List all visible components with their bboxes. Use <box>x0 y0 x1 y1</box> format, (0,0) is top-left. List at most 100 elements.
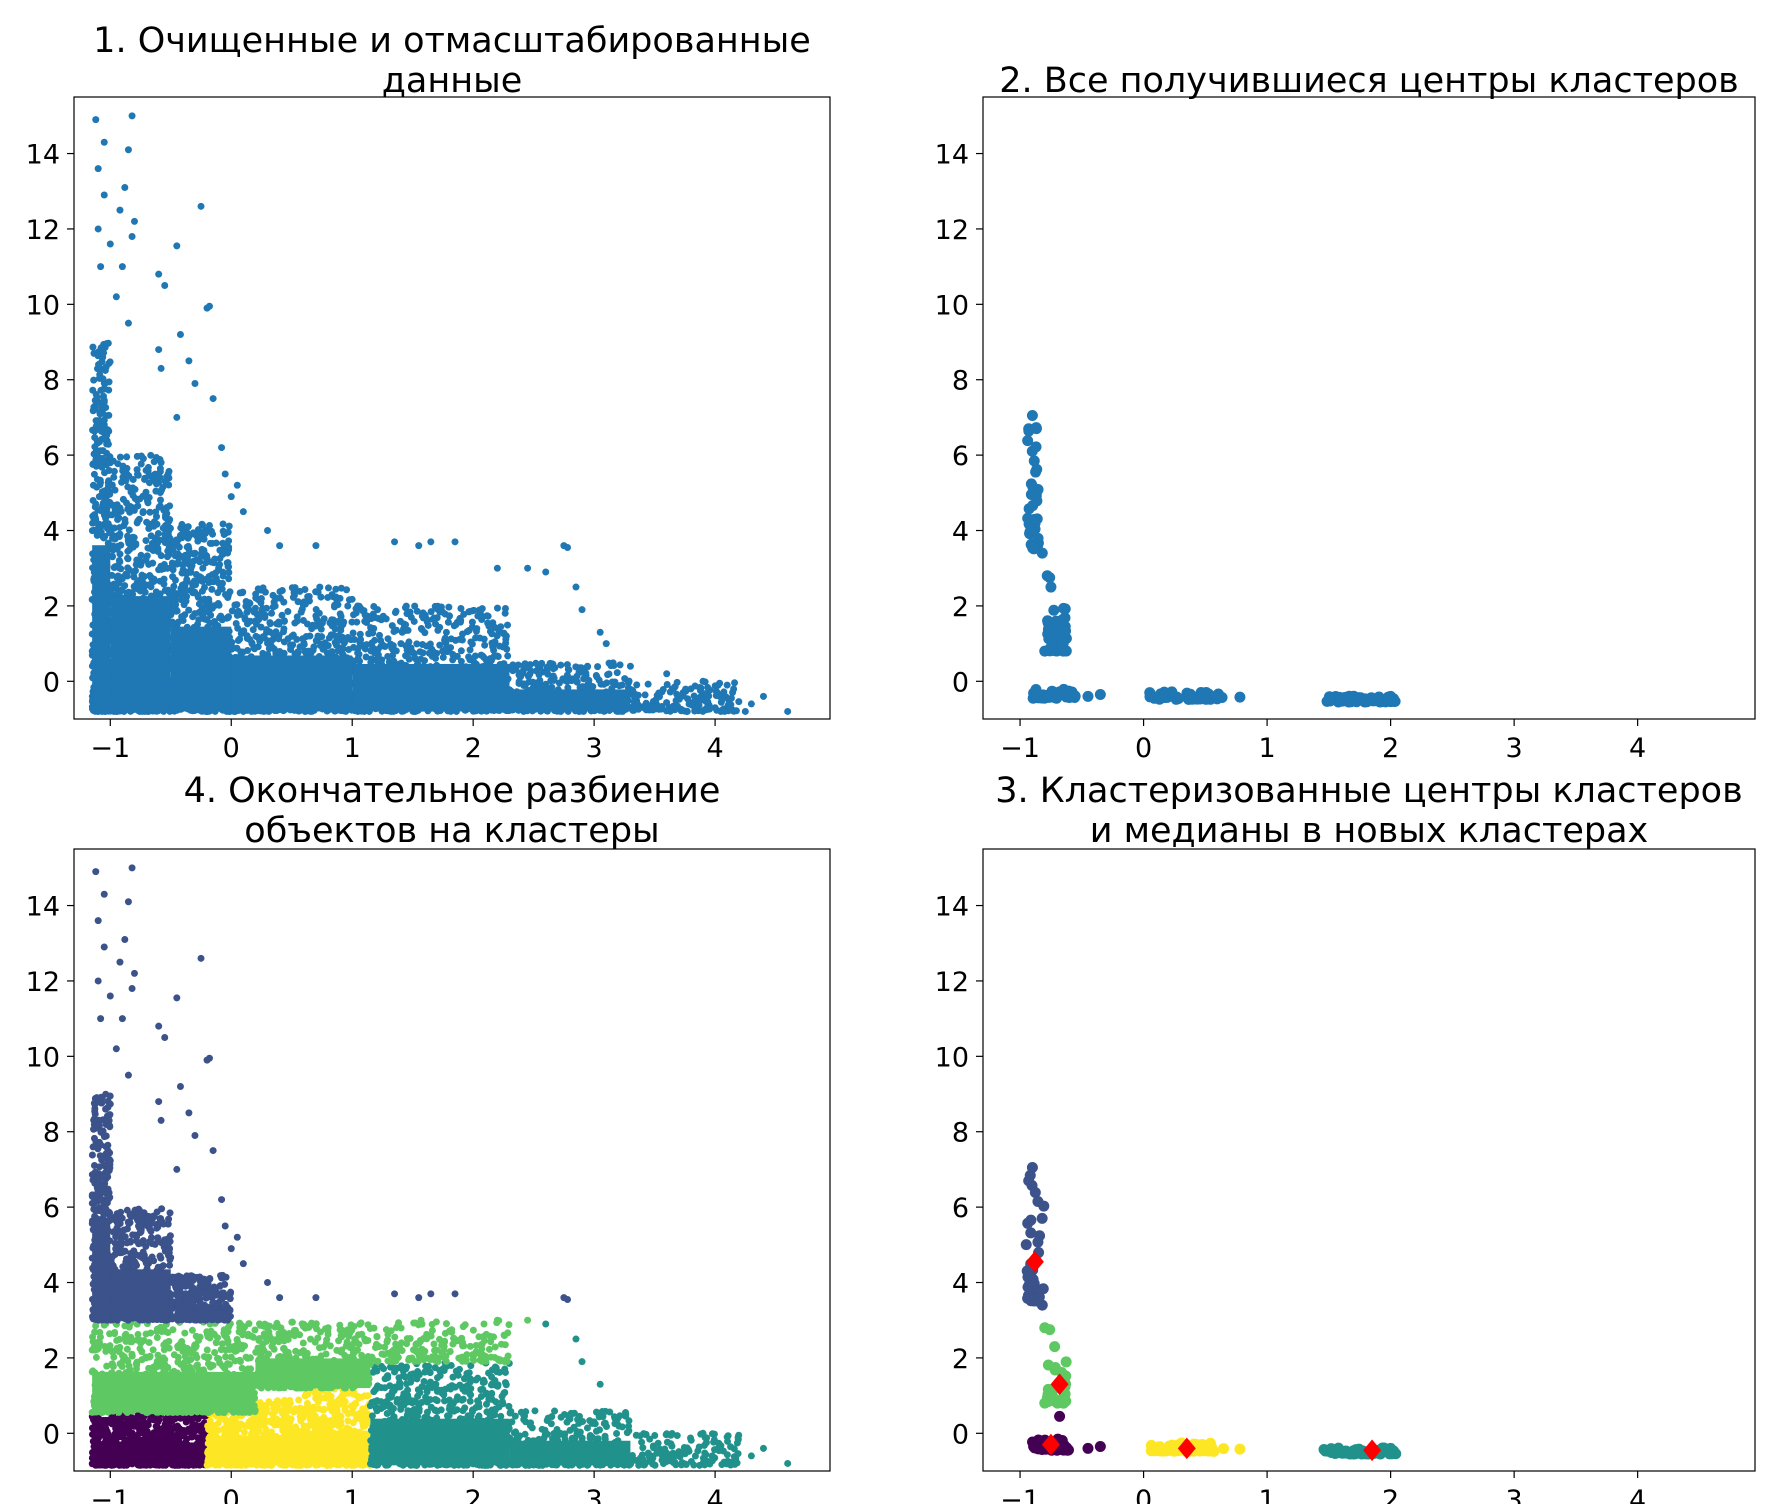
data-point <box>91 1431 98 1438</box>
data-point <box>92 503 99 510</box>
data-point <box>606 660 613 667</box>
data-point <box>135 472 142 479</box>
data-point <box>158 487 165 494</box>
y-tick-label: 4 <box>952 517 969 548</box>
data-point <box>138 453 145 460</box>
data-point <box>191 610 198 617</box>
y-tick-label: 8 <box>43 366 60 397</box>
data-point <box>100 375 107 382</box>
data-point <box>93 423 100 430</box>
data-point <box>240 627 247 634</box>
data-point <box>526 671 533 678</box>
x-tick-label: 3 <box>1506 733 1523 764</box>
data-point <box>731 679 738 686</box>
data-point <box>1196 691 1207 702</box>
y-tick-label: 6 <box>43 441 60 472</box>
data-point <box>470 607 477 614</box>
data-point <box>481 636 488 643</box>
data-point <box>207 540 214 547</box>
data-point <box>516 678 523 685</box>
data-point <box>614 669 621 676</box>
data-point <box>443 629 450 636</box>
x-tick-label: 0 <box>1135 733 1152 764</box>
data-point <box>353 609 360 616</box>
data-point <box>116 531 123 538</box>
data-point <box>405 638 412 645</box>
data-point <box>699 678 706 685</box>
data-point <box>280 599 287 606</box>
data-point <box>162 1421 169 1428</box>
data-point <box>351 636 358 643</box>
data-point <box>479 605 486 612</box>
data-point <box>1082 691 1093 702</box>
series-0 <box>1022 410 1400 707</box>
data-point <box>380 613 387 620</box>
data-point <box>198 203 205 210</box>
data-point <box>354 655 361 662</box>
data-point <box>742 708 749 715</box>
data-point <box>178 596 185 603</box>
data-point <box>473 625 480 632</box>
data-point <box>391 538 398 545</box>
data-point <box>161 282 168 289</box>
data-point <box>174 607 181 614</box>
data-point <box>419 626 426 633</box>
data-point <box>154 545 161 552</box>
data-point <box>237 589 244 596</box>
data-point <box>704 684 711 691</box>
dense-core <box>171 627 231 712</box>
data-point <box>90 406 97 413</box>
data-point <box>91 434 98 441</box>
data-point <box>206 522 213 529</box>
data-point <box>235 609 242 616</box>
data-point <box>98 507 105 514</box>
data-point <box>594 663 601 670</box>
data-point <box>95 225 102 232</box>
data-point <box>1070 691 1081 702</box>
data-point <box>332 626 339 633</box>
data-point <box>494 605 501 612</box>
data-point <box>209 531 216 538</box>
data-point <box>279 612 286 619</box>
data-point <box>712 704 719 711</box>
data-point <box>669 685 676 692</box>
x-tick-label: 1 <box>344 733 361 764</box>
data-point <box>142 537 149 544</box>
data-point <box>158 365 165 372</box>
data-point <box>564 544 571 551</box>
data-point <box>331 602 338 609</box>
data-point <box>593 673 600 680</box>
data-point <box>406 656 413 663</box>
data-point <box>443 645 450 652</box>
data-point <box>419 612 426 619</box>
data-point <box>98 428 105 435</box>
data-point <box>1058 646 1069 657</box>
data-point <box>413 640 420 647</box>
data-point <box>318 626 325 633</box>
data-point <box>129 112 136 119</box>
data-point <box>293 636 300 643</box>
data-point <box>1095 689 1106 700</box>
y-tick-label: 8 <box>952 366 969 397</box>
data-point <box>148 532 155 539</box>
data-point <box>469 619 476 626</box>
data-point <box>119 467 126 474</box>
data-point <box>99 447 106 454</box>
data-point <box>425 622 432 629</box>
data-point <box>169 562 176 569</box>
data-point <box>1044 572 1055 583</box>
data-point <box>502 605 509 612</box>
data-point <box>349 596 356 603</box>
data-point <box>445 619 452 626</box>
data-point <box>316 584 323 591</box>
data-point <box>550 677 557 684</box>
y-tick-label: 12 <box>26 215 60 246</box>
data-point <box>691 707 698 714</box>
x-tick-label: 2 <box>1382 733 1399 764</box>
points-layer <box>89 864 792 1468</box>
data-point <box>205 596 212 603</box>
data-point <box>300 617 307 624</box>
data-point <box>115 580 122 587</box>
data-point <box>155 479 162 486</box>
data-point <box>90 482 97 489</box>
